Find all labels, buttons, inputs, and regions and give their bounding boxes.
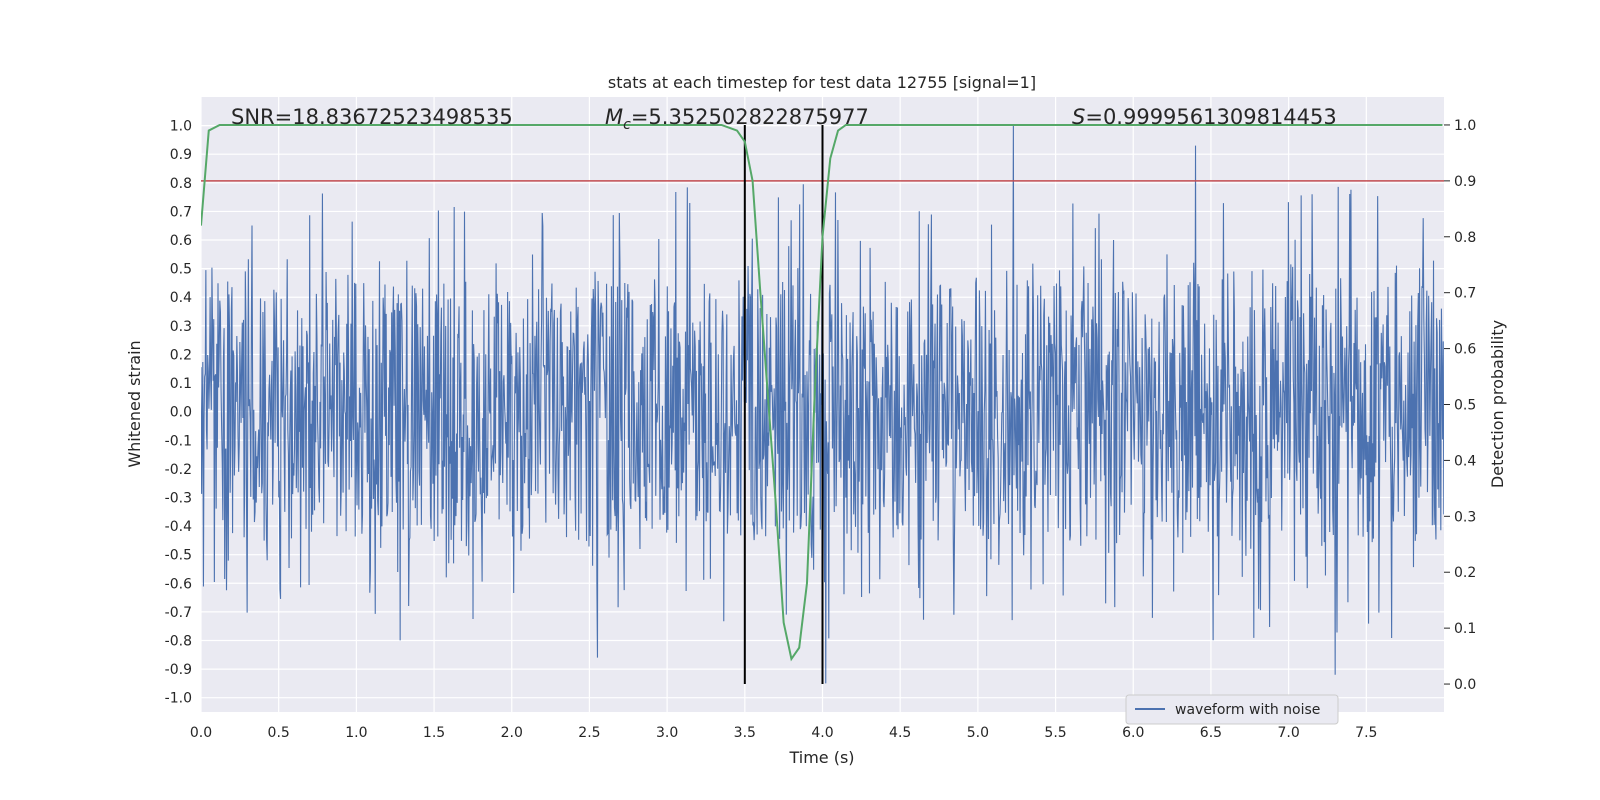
- x-tick-label: 7.0: [1277, 725, 1299, 741]
- y-tick-label-right: 0.5: [1454, 398, 1476, 414]
- y-tick-label-left: 0.8: [170, 176, 192, 192]
- legend-label: waveform with noise: [1175, 702, 1320, 718]
- right-axis-ticks: 1.0 0.9 0.8 0.7 0.6 0.5 0.4 0.3 0.2 0.1 0.0: [1444, 118, 1476, 693]
- x-tick-label: 7.5: [1355, 725, 1377, 741]
- y-axis-label-left: Whitened strain: [125, 340, 144, 467]
- x-tick-label: 3.0: [656, 725, 678, 741]
- s-annotation: S=0.9999561309814453: [1072, 105, 1337, 129]
- y-tick-label-left: -0.6: [165, 576, 192, 592]
- x-axis-ticks: 0.0 0.5 1.0 1.5 2.0 2.5 3.0 3.5 4.0 4.5 5.0 5.5 6.0 6…: [190, 725, 1378, 741]
- y-tick-label-right: 0.4: [1454, 453, 1476, 469]
- y-tick-label-right: 0.2: [1454, 565, 1476, 581]
- x-tick-label: 6.0: [1122, 725, 1144, 741]
- x-tick-label: 6.5: [1200, 725, 1222, 741]
- y-tick-label-right: 0.8: [1454, 230, 1476, 246]
- chart-title: stats at each timestep for test data 127…: [608, 73, 1036, 92]
- x-tick-label: 2.5: [578, 725, 600, 741]
- y-tick-label-left: 0.2: [170, 347, 192, 363]
- y-tick-label-left: 0.5: [170, 262, 192, 278]
- s-value: =0.9999561309814453: [1085, 105, 1336, 129]
- y-tick-label-right: 0.3: [1454, 509, 1476, 525]
- y-tick-label-left: 0.9: [170, 147, 192, 163]
- y-tick-label-left: -0.7: [165, 605, 192, 621]
- x-tick-label: 5.0: [967, 725, 989, 741]
- y-tick-label-left: 0.6: [170, 233, 192, 249]
- y-tick-label-right: 0.1: [1454, 621, 1476, 637]
- x-tick-label: 5.5: [1044, 725, 1066, 741]
- y-tick-label-left: -0.5: [165, 548, 192, 564]
- y-tick-label-right: 0.6: [1454, 342, 1476, 358]
- y-tick-label-left: -1.0: [165, 691, 192, 707]
- y-tick-label-right: 0.7: [1454, 286, 1476, 302]
- y-axis-label-right: Detection probability: [1488, 320, 1507, 488]
- x-tick-label: 0.5: [268, 725, 290, 741]
- legend: waveform with noise: [1125, 694, 1339, 725]
- y-tick-label-left: 0.1: [170, 376, 192, 392]
- left-axis-ticks: 1.0 0.9 0.8 0.7 0.6 0.5 0.4 0.3 0.2 0.1 0.0 -0.1 -0.…: [165, 119, 192, 707]
- x-tick-label: 4.0: [811, 725, 833, 741]
- y-tick-label-left: -0.9: [165, 662, 192, 678]
- y-tick-label-left: -0.1: [165, 433, 192, 449]
- y-tick-label-left: 0.0: [170, 405, 192, 421]
- y-tick-label-left: -0.2: [165, 462, 192, 478]
- overlay-lines: [201, 123, 1444, 685]
- x-tick-label: 3.5: [734, 725, 756, 741]
- y-tick-label-left: 1.0: [170, 119, 192, 135]
- y-tick-label-left: -0.4: [165, 519, 192, 535]
- y-tick-label-left: 0.7: [170, 204, 192, 220]
- legend-box: [1125, 694, 1339, 725]
- y-tick-label-left: 0.4: [170, 290, 192, 306]
- y-tick-label-left: 0.3: [170, 319, 192, 335]
- x-axis-label: Time (s): [788, 748, 854, 767]
- y-tick-label-right: 1.0: [1454, 118, 1476, 134]
- y-tick-label-left: -0.8: [165, 633, 192, 649]
- chirp-mass-symbol: M: [605, 105, 623, 129]
- x-tick-label: 2.0: [501, 725, 523, 741]
- x-tick-label: 1.0: [345, 725, 367, 741]
- chirp-mass-annotation: Mc=5.352502822875977: [605, 105, 869, 133]
- snr-annotation: SNR=18.83672523498535: [231, 105, 513, 129]
- x-tick-label: 0.0: [190, 725, 212, 741]
- probability-line: [201, 123, 1443, 662]
- x-tick-label: 4.5: [889, 725, 911, 741]
- y-tick-label-left: -0.3: [165, 490, 192, 506]
- s-symbol: S: [1072, 105, 1085, 129]
- chirp-mass-subscript: c: [623, 117, 631, 133]
- chirp-mass-value: =5.352502822875977: [631, 105, 869, 129]
- y-tick-label-right: 0.0: [1454, 677, 1476, 693]
- x-tick-label: 1.5: [423, 725, 445, 741]
- y-tick-label-right: 0.9: [1454, 174, 1476, 190]
